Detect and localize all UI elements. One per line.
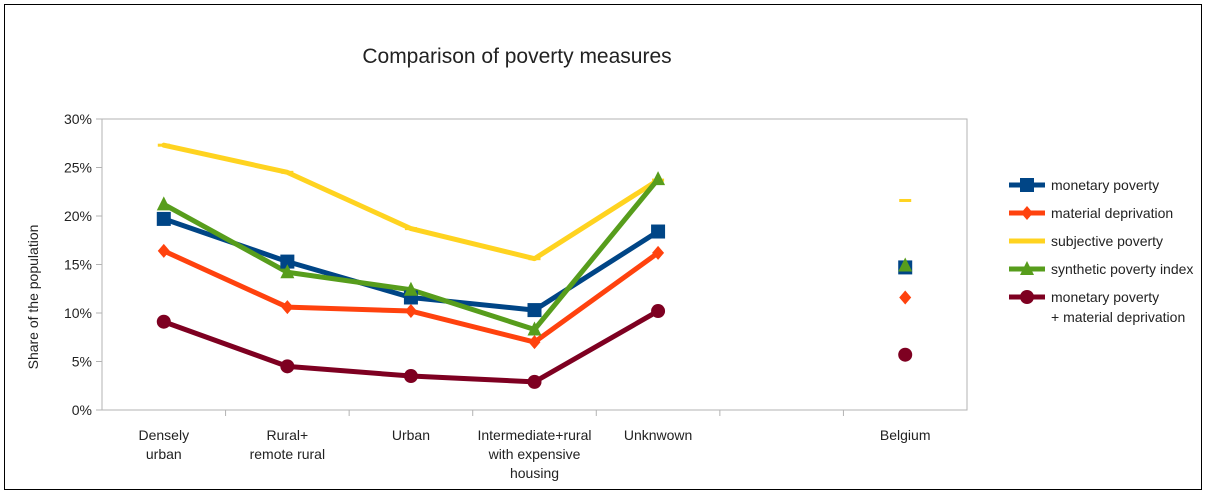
- legend-marker-subjective-poverty: [1021, 239, 1033, 243]
- legend-label-synthetic-poverty-index: synthetic poverty index: [1051, 261, 1193, 277]
- series-markers: [156, 143, 913, 389]
- data-point-subjective-poverty: [899, 198, 912, 202]
- x-tick-label: Rural+ remote rural: [250, 427, 325, 462]
- data-point-synthetic-poverty-index: [280, 264, 295, 279]
- data-point-material-deprivation: [157, 243, 170, 258]
- data-point-material-deprivation: [281, 300, 294, 315]
- data-point-monetary-poverty-material-deprivation: [898, 347, 913, 362]
- data-point-synthetic-poverty-index: [403, 281, 418, 296]
- y-tick-label: 20%: [64, 208, 92, 224]
- data-point-synthetic-poverty-index: [156, 196, 171, 211]
- y-tick-label: 5%: [72, 354, 92, 370]
- data-point-monetary-poverty: [527, 303, 542, 318]
- x-axis-ticks: Densely urban Rural+ remote rural Urban Inter…: [138, 410, 931, 481]
- data-point-monetary-poverty-material-deprivation: [403, 369, 418, 384]
- x-tick-label: Unknwown: [624, 427, 692, 443]
- data-point-material-deprivation: [528, 335, 541, 350]
- chart-frame: Comparison of poverty measures Share of …: [4, 4, 1202, 490]
- y-tick-label: 0%: [72, 402, 92, 418]
- legend-marker-material-deprivation: [1021, 206, 1033, 220]
- legend-label-monetary-poverty-material-deprivation: monetary poverty + material deprivation: [1051, 289, 1185, 325]
- x-tick-label: Densely urban: [138, 427, 189, 462]
- y-axis-label: Share of the population: [25, 225, 41, 370]
- data-point-monetary-poverty: [280, 254, 295, 269]
- x-tick-label: Intermediate+rural with expensive housing: [477, 427, 591, 481]
- data-point-material-deprivation: [652, 245, 665, 260]
- data-point-subjective-poverty: [404, 227, 417, 231]
- legend: monetary poverty material deprivation subj…: [1009, 177, 1193, 325]
- x-tick-label: Belgium: [880, 427, 931, 443]
- data-point-monetary-poverty-material-deprivation: [651, 304, 666, 319]
- line-chart: Comparison of poverty measures Share of …: [25, 45, 1193, 481]
- data-point-monetary-poverty: [156, 211, 171, 226]
- chart-title: Comparison of poverty measures: [362, 45, 671, 68]
- y-tick-label: 10%: [64, 305, 92, 321]
- y-tick-label: 15%: [64, 257, 92, 273]
- y-axis-ticks: 0% 5% 10% 15% 20% 25% 30%: [64, 111, 102, 418]
- data-point-subjective-poverty: [281, 170, 294, 174]
- legend-marker-synthetic-poverty-index: [1020, 261, 1034, 275]
- data-point-monetary-poverty-material-deprivation: [527, 374, 542, 389]
- data-point-synthetic-poverty-index: [898, 257, 913, 272]
- data-point-synthetic-poverty-index: [527, 321, 542, 336]
- series-lines: [161, 142, 661, 385]
- data-point-monetary-poverty-material-deprivation: [280, 359, 295, 374]
- legend-marker-monetary-poverty-material-deprivation: [1020, 290, 1034, 304]
- legend-label-subjective-poverty: subjective poverty: [1051, 233, 1163, 249]
- series-line-subjective-poverty: [161, 142, 661, 262]
- legend-label-monetary-poverty: monetary poverty: [1051, 177, 1159, 193]
- data-point-monetary-poverty-material-deprivation: [156, 314, 171, 329]
- data-point-subjective-poverty: [157, 143, 170, 147]
- y-tick-label: 25%: [64, 160, 92, 176]
- data-point-synthetic-poverty-index: [651, 171, 666, 186]
- data-point-monetary-poverty: [651, 224, 666, 239]
- legend-label-material-deprivation: material deprivation: [1051, 205, 1173, 221]
- data-point-material-deprivation: [899, 290, 912, 305]
- data-point-subjective-poverty: [528, 257, 541, 261]
- legend-marker-monetary-poverty: [1020, 178, 1034, 192]
- data-point-material-deprivation: [404, 304, 417, 319]
- y-tick-label: 30%: [64, 111, 92, 127]
- x-tick-label: Urban: [392, 427, 430, 443]
